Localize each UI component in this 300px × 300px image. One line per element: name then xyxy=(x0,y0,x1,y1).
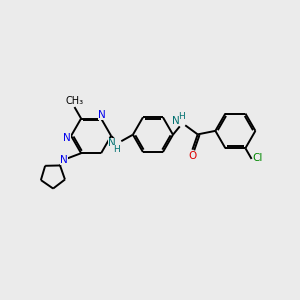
Text: N: N xyxy=(98,110,106,120)
Text: CH₃: CH₃ xyxy=(66,96,84,106)
Text: N: N xyxy=(108,138,116,148)
Text: H: H xyxy=(178,112,184,121)
Text: N: N xyxy=(60,155,68,165)
Text: N: N xyxy=(63,133,71,143)
Text: Cl: Cl xyxy=(253,153,263,163)
Text: O: O xyxy=(188,151,196,160)
Text: N: N xyxy=(172,116,180,126)
Text: H: H xyxy=(113,145,120,154)
